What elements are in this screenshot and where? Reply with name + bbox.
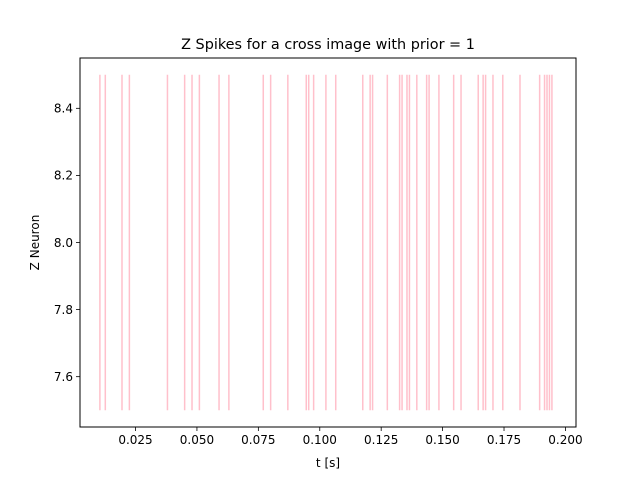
y-tick-label: 8.4 — [54, 102, 73, 116]
y-tick-label: 7.8 — [54, 303, 73, 317]
x-tick-label: 0.025 — [118, 433, 152, 447]
x-tick-label: 0.075 — [241, 433, 275, 447]
y-axis-label: Z Neuron — [28, 215, 42, 271]
chart-title: Z Spikes for a cross image with prior = … — [181, 37, 475, 53]
y-axis-ticks: 7.6 7.8 8.0 8.2 8.4 — [54, 102, 80, 384]
x-tick-label: 0.050 — [180, 433, 214, 447]
x-tick-label: 0.175 — [487, 433, 521, 447]
x-tick-label: 0.100 — [303, 433, 337, 447]
y-tick-label: 8.2 — [54, 169, 73, 183]
x-axis-label: t [s] — [316, 456, 340, 470]
x-axis-ticks: 0.025 0.050 0.075 0.100 0.125 0.150 0.175 0.200 — [118, 427, 583, 447]
x-tick-label: 0.150 — [425, 433, 459, 447]
x-tick-label: 0.125 — [364, 433, 398, 447]
y-tick-label: 7.6 — [54, 370, 73, 384]
spike-events — [99, 74, 553, 411]
y-tick-label: 8.0 — [54, 236, 73, 250]
x-tick-label: 0.200 — [548, 433, 582, 447]
